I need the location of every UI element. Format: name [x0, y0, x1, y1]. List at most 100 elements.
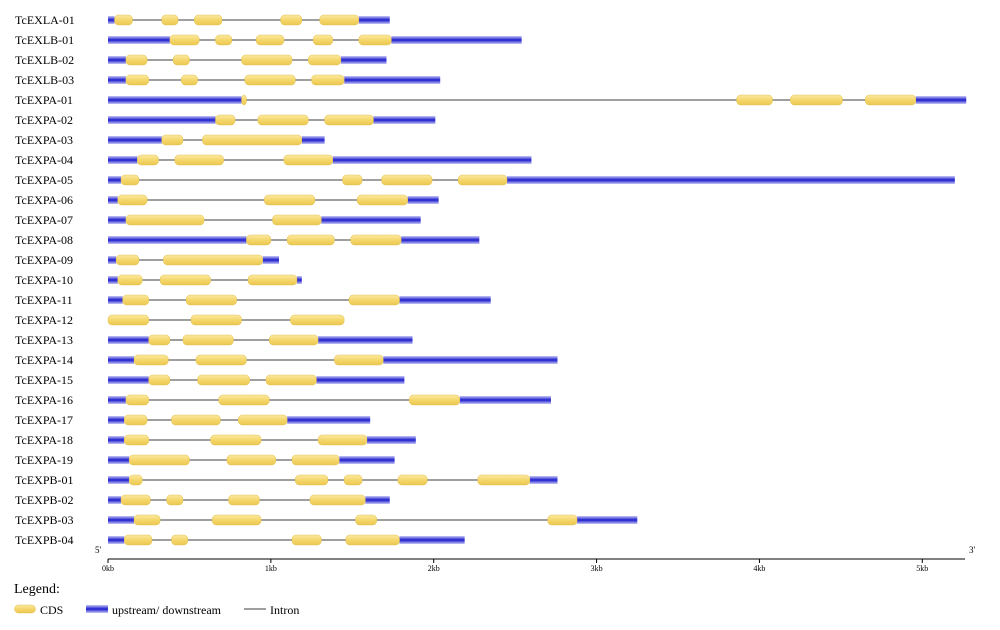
upstream-region	[108, 296, 123, 304]
gene-label: TcEXPA-18	[15, 433, 73, 447]
upstream-region	[108, 496, 122, 504]
downstream-region	[401, 236, 480, 244]
gene-label: TcEXPA-02	[15, 113, 73, 127]
cds-exon	[120, 174, 140, 186]
cds-exon	[312, 34, 333, 46]
upstream-region	[108, 176, 122, 184]
gene-label: TcEXPA-14	[15, 353, 73, 367]
upstream-region	[108, 456, 130, 464]
cds-exon	[124, 534, 153, 546]
downstream-region	[399, 296, 491, 304]
cds-exon	[350, 234, 402, 246]
gene-row: TcEXPB-03	[15, 513, 638, 527]
gene-row: TcEXPA-06	[15, 193, 439, 207]
cds-exon	[169, 34, 200, 46]
cds-exon	[358, 34, 392, 46]
upstream-region	[108, 536, 125, 544]
cds-exon	[246, 234, 272, 246]
cds-exon	[334, 354, 384, 366]
gene-label: TcEXPB-02	[15, 493, 74, 507]
gene-label: TcEXPA-12	[15, 313, 73, 327]
cds-exon	[226, 454, 276, 466]
downstream-region	[301, 136, 325, 144]
cds-exon	[148, 334, 171, 346]
cds-exon	[159, 274, 211, 286]
downstream-region	[339, 456, 395, 464]
gene-row: TcEXPA-10	[15, 273, 302, 287]
legend-intron-label: Intron	[270, 603, 300, 617]
axis-tick-label: 5kb	[916, 564, 928, 573]
downstream-region	[577, 516, 638, 524]
gene-label: TcEXPA-03	[15, 133, 73, 147]
length-axis: 5' 3' 0kb 1kb 2kb 3kb 4kb 5kb	[95, 545, 976, 573]
gene-label: TcEXLB-02	[15, 53, 74, 67]
gene-row: TcEXPB-01	[15, 473, 558, 487]
gene-row: TcEXPA-02	[15, 113, 436, 127]
cds-exon	[190, 314, 242, 326]
cds-exon	[122, 294, 149, 306]
downstream-region	[507, 176, 955, 184]
gene-row: TcEXPA-07	[15, 213, 421, 227]
cds-exon	[125, 214, 205, 226]
cds-exon	[228, 494, 260, 506]
cds-exon	[477, 474, 531, 486]
downstream-region	[321, 216, 421, 224]
cds-exon	[125, 394, 149, 406]
upstream-region	[108, 516, 135, 524]
gene-row: TcEXLB-01	[15, 33, 522, 47]
cds-exon	[241, 94, 247, 106]
gene-row: TcEXPA-19	[15, 453, 395, 467]
cds-exon	[265, 374, 317, 386]
cds-exon	[283, 154, 333, 166]
cds-exon	[211, 514, 262, 526]
gene-row: TcEXPA-13	[15, 333, 413, 347]
gene-rows: TcEXLA-01 TcEXLB-01 TcEXLB-02 TcEXLB-03 TcEX…	[15, 13, 967, 547]
legend-title: Legend:	[14, 582, 60, 597]
downstream-region	[344, 76, 441, 84]
cds-exon	[348, 294, 400, 306]
gene-label: TcEXPA-04	[15, 153, 73, 167]
cds-exon	[215, 114, 236, 126]
gene-label: TcEXPB-01	[15, 473, 74, 487]
cds-exon	[133, 514, 161, 526]
upstream-region	[108, 116, 216, 124]
cds-exon	[238, 414, 288, 426]
cds-exon	[161, 134, 184, 146]
cds-exon	[381, 174, 433, 186]
cds-exon	[194, 14, 223, 26]
cds-exon	[107, 314, 149, 326]
cds-exon	[268, 334, 319, 346]
cds-exon	[195, 354, 247, 366]
cds-exon	[547, 514, 578, 526]
gene-row: TcEXLB-02	[15, 53, 387, 67]
cds-exon	[172, 54, 190, 66]
cds-exon	[137, 154, 159, 166]
cds-exon	[148, 374, 171, 386]
gene-row: TcEXLA-01	[15, 13, 390, 27]
cds-exon	[255, 34, 285, 46]
cds-exon	[291, 534, 322, 546]
upstream-region	[108, 36, 170, 44]
upstream-region	[108, 136, 162, 144]
cds-exon	[133, 354, 169, 366]
cds-exon	[163, 254, 263, 266]
legend: Legend: CDS	[14, 582, 414, 626]
gene-row: TcEXPA-05	[15, 173, 955, 187]
cds-exon	[324, 114, 374, 126]
upstream-region	[108, 476, 130, 484]
cds-exon	[397, 474, 428, 486]
upstream-region	[108, 196, 118, 204]
cds-exon	[185, 294, 237, 306]
gene-row: TcEXPA-14	[15, 353, 558, 367]
cds-exon	[291, 454, 340, 466]
axis-tick-label: 2kb	[428, 564, 440, 573]
gene-label: TcEXPA-13	[15, 333, 73, 347]
cds-exon	[290, 314, 345, 326]
downstream-region	[383, 356, 558, 364]
cds-exon	[247, 274, 298, 286]
cds-exon	[409, 394, 461, 406]
cds-swatch-icon	[14, 604, 36, 614]
gene-label: TcEXPA-05	[15, 173, 73, 187]
cds-exon	[210, 434, 262, 446]
upstream-region	[108, 56, 126, 64]
